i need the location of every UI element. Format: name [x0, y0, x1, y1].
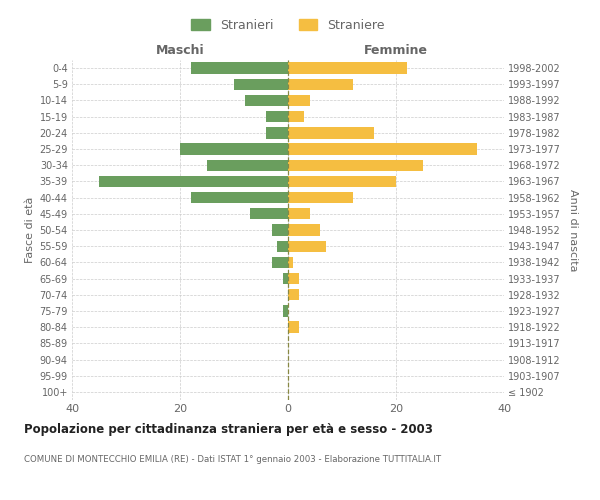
Bar	[288, 62, 407, 74]
Text: Femmine: Femmine	[364, 44, 428, 57]
Bar	[266, 111, 288, 122]
Bar	[288, 256, 293, 268]
Bar	[250, 208, 288, 220]
Y-axis label: Anni di nascita: Anni di nascita	[568, 188, 578, 271]
Bar	[283, 306, 288, 316]
Bar	[288, 322, 299, 333]
Bar	[191, 192, 288, 203]
Bar	[272, 256, 288, 268]
Bar	[245, 95, 288, 106]
Bar	[288, 240, 326, 252]
Bar	[234, 78, 288, 90]
Bar	[288, 289, 299, 300]
Bar	[180, 144, 288, 154]
Bar	[288, 95, 310, 106]
Bar	[277, 240, 288, 252]
Bar	[272, 224, 288, 235]
Bar	[288, 127, 374, 138]
Bar	[99, 176, 288, 187]
Bar	[288, 273, 299, 284]
Y-axis label: Fasce di età: Fasce di età	[25, 197, 35, 263]
Bar	[288, 144, 477, 154]
Bar	[288, 78, 353, 90]
Text: COMUNE DI MONTECCHIO EMILIA (RE) - Dati ISTAT 1° gennaio 2003 - Elaborazione TUT: COMUNE DI MONTECCHIO EMILIA (RE) - Dati …	[24, 455, 441, 464]
Bar	[207, 160, 288, 171]
Bar	[288, 160, 423, 171]
Bar	[191, 62, 288, 74]
Bar	[288, 192, 353, 203]
Bar	[288, 208, 310, 220]
Bar	[288, 111, 304, 122]
Bar	[266, 127, 288, 138]
Text: Popolazione per cittadinanza straniera per età e sesso - 2003: Popolazione per cittadinanza straniera p…	[24, 422, 433, 436]
Bar	[288, 176, 396, 187]
Bar	[288, 224, 320, 235]
Legend: Stranieri, Straniere: Stranieri, Straniere	[186, 14, 390, 37]
Text: Maschi: Maschi	[155, 44, 205, 57]
Bar	[283, 273, 288, 284]
